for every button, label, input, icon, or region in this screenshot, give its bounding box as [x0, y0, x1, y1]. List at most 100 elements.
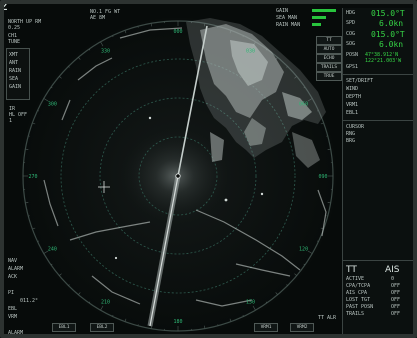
ebl1-label[interactable]: EBL1 [346, 110, 359, 116]
bearing-tick [100, 41, 104, 47]
bearing-tick [316, 240, 319, 242]
bearing-tick [327, 148, 331, 150]
speed-value: 6.0kn [379, 19, 404, 28]
position-source: GPS1 [346, 64, 359, 70]
left-status-1[interactable]: XMT [9, 52, 19, 58]
heading-line-status[interactable]: HL OFF [9, 112, 28, 118]
bearing-label: 150 [246, 300, 255, 306]
tt-row-label[interactable]: LOST TGT [346, 297, 371, 303]
bearing-tick [320, 122, 324, 125]
heading-label: HDG [346, 10, 356, 16]
bearing-tick [242, 314, 244, 317]
alarm-label[interactable]: ALARM [8, 266, 24, 272]
top-center-label-1: NO.1 FG WT [90, 9, 121, 15]
gain-bar[interactable] [312, 9, 336, 12]
ebl1-button[interactable]: EBL1 [52, 323, 76, 332]
tt-row-value: OFF [391, 297, 401, 303]
tt-row-label[interactable]: AIS CPA [346, 290, 368, 296]
bearing-tick [307, 250, 313, 254]
trails-button[interactable]: TRAILS [316, 63, 342, 72]
bearing-tick [50, 263, 53, 266]
bearing-label: 330 [101, 48, 110, 54]
presentation-mode[interactable]: NORTH UP RM [8, 19, 42, 25]
range-rings [60, 58, 296, 294]
sea-label[interactable]: SEA MAN [276, 15, 298, 21]
ack-label[interactable]: ACK [8, 274, 18, 280]
true-motion-button[interactable]: TRUE [316, 72, 342, 81]
bearing-tick [43, 250, 49, 254]
bearing-tick [275, 292, 278, 295]
cursor-crosshair [98, 181, 110, 193]
left-status-box [6, 48, 30, 100]
bearing-tick [68, 66, 70, 68]
cursor-range-label: RNG [346, 131, 356, 137]
bearing-tick [37, 110, 40, 112]
tt-panel-title[interactable]: TT [346, 265, 357, 275]
bearing-label: 210 [101, 300, 110, 306]
left-status-5[interactable]: GAIN [9, 84, 22, 90]
alarm-status: ALARM [8, 330, 24, 336]
bearing-tick [307, 98, 313, 102]
range-rings-value: 0.25 [8, 25, 21, 31]
bearing-tick [286, 66, 288, 68]
pi-label[interactable]: PI [8, 290, 15, 296]
left-status-2[interactable]: ANT [9, 60, 19, 66]
ais-panel-title[interactable]: AIS [385, 265, 400, 275]
heading-line [177, 25, 208, 177]
vrm2-button[interactable]: VRM2 [290, 323, 314, 332]
nav-label[interactable]: NAV [8, 258, 18, 264]
stern-line [149, 175, 179, 327]
bearing-tick [252, 305, 256, 311]
left-status-4[interactable]: SEA [9, 76, 19, 82]
sog-value: 6.0kn [379, 40, 404, 49]
echo-button[interactable]: ECHO [316, 54, 342, 63]
bearing-tick [43, 98, 49, 102]
bearing-tick [229, 318, 232, 322]
vrm1-label[interactable]: VRM1 [346, 102, 359, 108]
tt-button[interactable]: TT [316, 36, 342, 45]
bearing-tick [100, 305, 104, 311]
tt-row-value: OFF [391, 290, 401, 296]
left-status-3[interactable]: RAIN [9, 68, 22, 74]
interference-rejection[interactable]: IR [9, 106, 16, 112]
tune-label[interactable]: TUNE [8, 39, 21, 45]
tt-row-value: OFF [391, 283, 401, 289]
target-echoes [114, 116, 264, 260]
divider [343, 260, 415, 261]
tt-row-label[interactable]: CPA/TCPA [346, 283, 371, 289]
tt-row-label[interactable]: TRAILS [346, 311, 365, 317]
bearing-label: 060 [299, 102, 308, 108]
rain-label[interactable]: RAIN MAN [276, 22, 301, 28]
speed-label: SPD [346, 20, 356, 26]
range-scale-value[interactable]: 2 [0, 0, 9, 14]
depth-label[interactable]: DEPTH [346, 94, 362, 100]
bearing-tick [286, 284, 288, 286]
sea-bar[interactable] [312, 16, 326, 19]
rain-bar[interactable] [312, 23, 321, 26]
bearing-tick [88, 48, 91, 51]
vrm-label[interactable]: VRM [8, 314, 18, 320]
tt-alarm-label[interactable]: TT ALR [318, 315, 337, 321]
land-echo [186, 18, 326, 168]
bearing-tick [204, 325, 206, 329]
tt-row-label[interactable]: ACTIVE [346, 276, 365, 282]
ebl2-button[interactable]: EBL2 [90, 323, 114, 332]
gain-label[interactable]: GAIN [276, 8, 289, 14]
auto-button[interactable]: AUTO [316, 45, 342, 54]
set-drift-label[interactable]: SET/DRIFT [346, 78, 374, 84]
bearing-label: 180 [173, 319, 182, 325]
bearing-tick [204, 23, 206, 27]
bearing-tick [327, 202, 331, 204]
pulse-length[interactable]: 1 [9, 118, 13, 124]
vrm1-button[interactable]: VRM1 [254, 323, 278, 332]
bearing-tick [88, 301, 91, 304]
bearing-label: 270 [28, 174, 37, 180]
heading-value: 015.0°T [371, 9, 405, 18]
bearing-tick [112, 314, 114, 317]
divider [343, 120, 415, 121]
tt-row-label[interactable]: PAST POSN [346, 304, 374, 310]
bearing-tick [265, 301, 268, 304]
ebl-label[interactable]: EBL [8, 306, 18, 312]
wind-label[interactable]: WIND [346, 86, 359, 92]
